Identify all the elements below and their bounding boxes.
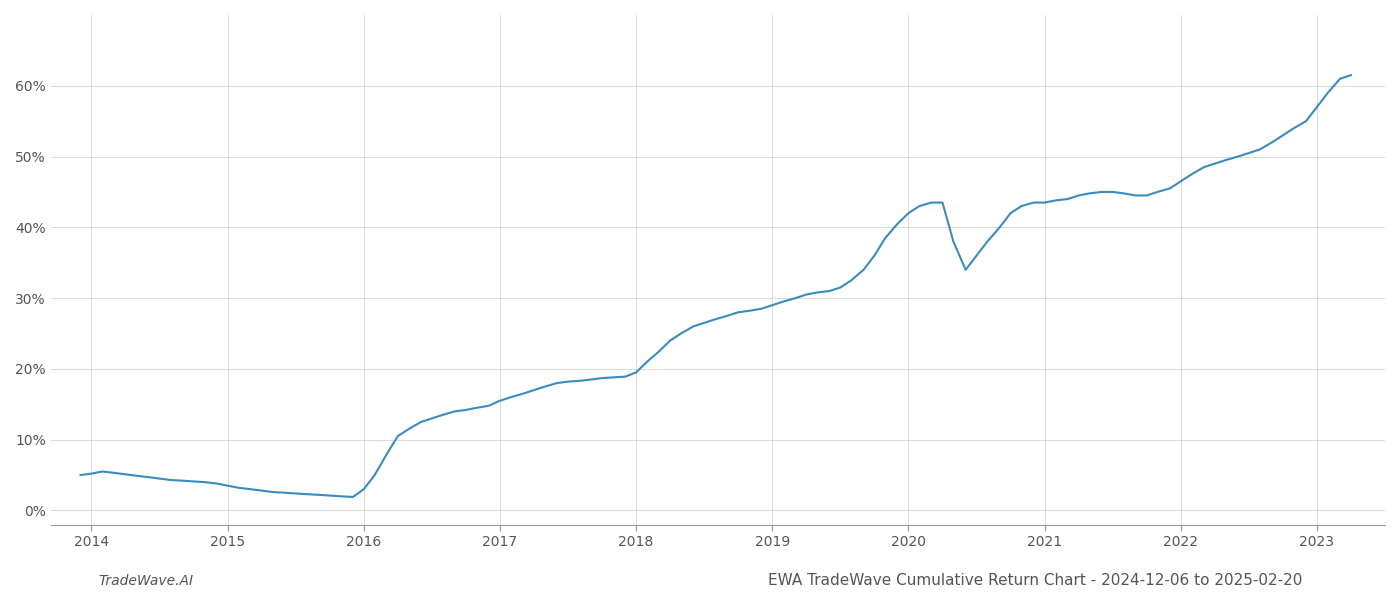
Text: TradeWave.AI: TradeWave.AI [98, 574, 193, 588]
Text: EWA TradeWave Cumulative Return Chart - 2024-12-06 to 2025-02-20: EWA TradeWave Cumulative Return Chart - … [767, 573, 1302, 588]
